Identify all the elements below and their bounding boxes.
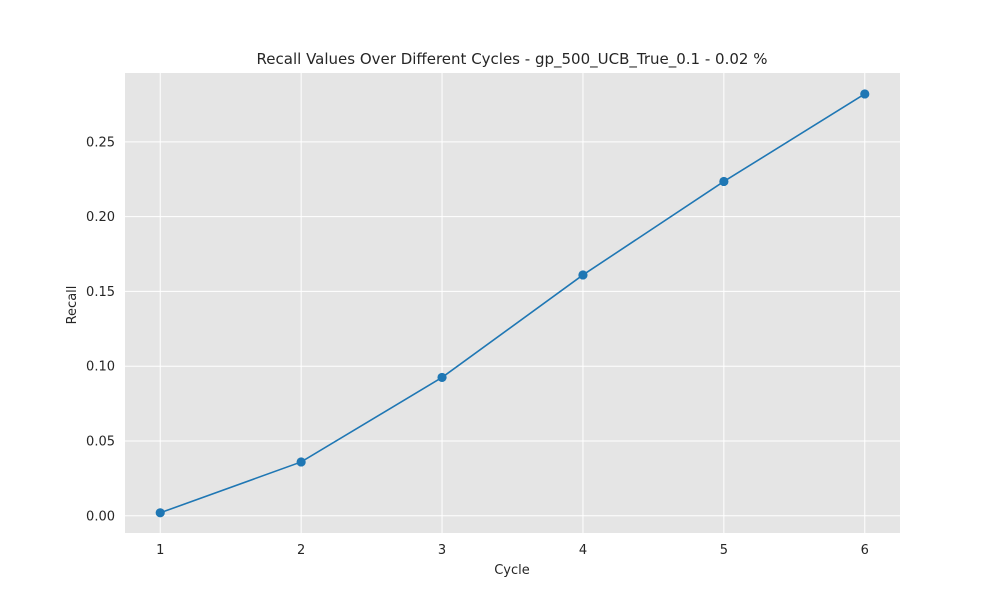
y-tick-label: 0.15 xyxy=(86,285,115,300)
x-tick-label: 5 xyxy=(720,543,728,558)
x-tick-label: 4 xyxy=(579,543,587,558)
y-tick-label: 0.20 xyxy=(86,210,115,225)
data-point xyxy=(296,457,306,467)
y-tick-label: 0.25 xyxy=(86,135,115,150)
y-axis-title: Recall xyxy=(65,286,80,325)
data-point xyxy=(578,270,588,280)
series-layer xyxy=(155,89,870,518)
x-tick-labels: 1 2 3 4 5 6 xyxy=(156,543,869,558)
y-tick-label: 0.05 xyxy=(86,435,115,450)
data-point xyxy=(155,508,165,518)
grid-lines xyxy=(125,73,900,533)
x-tick-label: 2 xyxy=(297,543,305,558)
y-tick-label: 0.10 xyxy=(86,360,115,375)
plot-area xyxy=(125,73,900,533)
data-point xyxy=(437,372,447,383)
x-tick-label: 3 xyxy=(438,543,446,558)
y-tick-label: 0.00 xyxy=(86,509,115,524)
series-line xyxy=(159,93,866,514)
data-point xyxy=(860,89,870,99)
data-point xyxy=(719,176,729,187)
x-tick-label: 1 xyxy=(156,543,164,558)
x-axis-title: Cycle xyxy=(494,563,530,578)
x-tick-label: 6 xyxy=(861,543,869,558)
chart-title: Recall Values Over Different Cycles - gp… xyxy=(257,50,768,69)
y-tick-labels: 0.00 0.05 0.10 0.15 0.20 0.25 xyxy=(86,135,115,524)
